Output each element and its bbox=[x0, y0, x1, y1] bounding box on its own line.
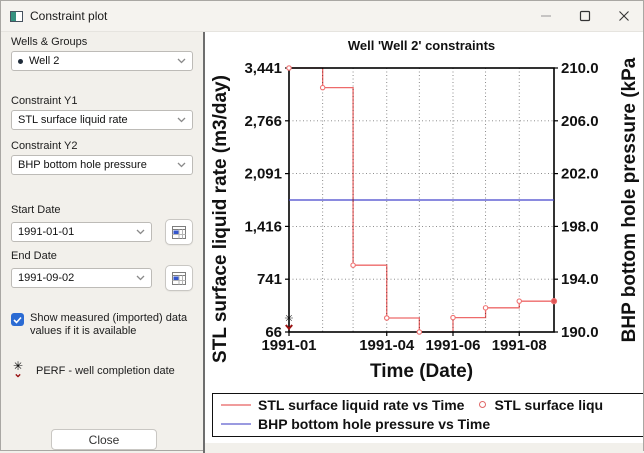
legend-circle-marker-icon bbox=[479, 401, 487, 408]
svg-text:STL surface liquid rate (m3/da: STL surface liquid rate (m3/day) bbox=[210, 75, 231, 363]
svg-text:Time (Date): Time (Date) bbox=[370, 361, 473, 382]
calendar-icon bbox=[172, 271, 186, 285]
constraint-plot: 66 741 1,416 2,091 2,766 3,441 190.0 194.0 198.0… bbox=[210, 38, 640, 382]
svg-text:66: 66 bbox=[265, 324, 282, 341]
window-controls bbox=[526, 1, 643, 31]
chart-panel: 66 741 1,416 2,091 2,766 3,441 190.0 194.0 198.0… bbox=[203, 32, 643, 453]
legend-row-bhp: BHP bottom hole pressure vs Time bbox=[221, 414, 643, 433]
legend-line-sample-bhp bbox=[221, 422, 251, 425]
legend-label-bhp-line: BHP bottom hole pressure vs Time bbox=[258, 415, 491, 432]
svg-text:1991-08: 1991-08 bbox=[492, 337, 547, 354]
svg-text:202.0: 202.0 bbox=[561, 166, 599, 183]
svg-text:190.0: 190.0 bbox=[561, 324, 599, 341]
wells-groups-label: Wells & Groups bbox=[11, 36, 88, 48]
legend-label-stl-line: STL surface liquid rate vs Time bbox=[258, 396, 465, 413]
chevron-down-icon bbox=[136, 229, 145, 235]
svg-text:741: 741 bbox=[257, 271, 282, 288]
svg-text:3,441: 3,441 bbox=[244, 60, 282, 77]
legend-line-sample-stl bbox=[221, 403, 251, 406]
chevron-down-icon bbox=[177, 117, 186, 123]
chart-legend: STL surface liquid rate vs Time STL surf… bbox=[212, 393, 643, 437]
svg-text:Well 'Well 2' constraints: Well 'Well 2' constraints bbox=[348, 38, 495, 53]
well-bullet-icon bbox=[18, 58, 23, 64]
controls-sidebar: Wells & Groups Well 2 Constraint Y1 STL … bbox=[1, 32, 203, 453]
end-date-label: End Date bbox=[11, 250, 57, 262]
svg-text:1991-04: 1991-04 bbox=[359, 337, 415, 354]
constraint-y1-label: Constraint Y1 bbox=[11, 95, 78, 107]
constraint-y2-selected-value: BHP bottom hole pressure bbox=[18, 159, 147, 171]
svg-text:206.0: 206.0 bbox=[561, 113, 599, 130]
svg-text:2,091: 2,091 bbox=[244, 166, 282, 183]
start-date-select[interactable]: 1991-01-01 bbox=[11, 222, 152, 242]
start-date-label: Start Date bbox=[11, 204, 61, 216]
chart-canvas: 66 741 1,416 2,091 2,766 3,441 190.0 194.0 198.0… bbox=[205, 32, 643, 443]
minimize-button[interactable] bbox=[526, 1, 565, 31]
constraint-y1-select[interactable]: STL surface liquid rate bbox=[11, 110, 193, 130]
perf-marker-icon: ✳ ⌄ bbox=[11, 359, 25, 381]
window-titlebar: Constraint plot bbox=[1, 1, 643, 32]
show-measured-checkbox[interactable] bbox=[11, 313, 24, 326]
constraint-y2-select[interactable]: BHP bottom hole pressure bbox=[11, 155, 193, 175]
end-date-calendar-button[interactable] bbox=[165, 265, 193, 291]
constraint-y2-label: Constraint Y2 bbox=[11, 140, 78, 152]
start-date-value: 1991-01-01 bbox=[18, 226, 75, 238]
start-date-calendar-button[interactable] bbox=[165, 219, 193, 245]
close-button[interactable]: Close bbox=[51, 429, 157, 450]
wells-groups-select[interactable]: Well 2 bbox=[11, 51, 193, 71]
check-icon bbox=[13, 316, 22, 324]
close-window-button[interactable] bbox=[604, 1, 643, 31]
svg-text:194.0: 194.0 bbox=[561, 271, 599, 288]
window-title: Constraint plot bbox=[30, 9, 108, 23]
maximize-button[interactable] bbox=[565, 1, 604, 31]
svg-text:1991-06: 1991-06 bbox=[425, 337, 480, 354]
calendar-icon bbox=[172, 225, 186, 239]
svg-text:2,766: 2,766 bbox=[244, 113, 282, 130]
perf-asterisk-icon: ✳ bbox=[12, 359, 24, 373]
svg-text:198.0: 198.0 bbox=[561, 218, 599, 235]
constraint-y1-selected-value: STL surface liquid rate bbox=[18, 114, 128, 126]
svg-text:210.0: 210.0 bbox=[561, 60, 599, 77]
svg-text:1,416: 1,416 bbox=[244, 218, 282, 235]
svg-text:✳: ✳ bbox=[284, 312, 293, 325]
app-icon bbox=[10, 10, 23, 23]
perf-chevron-icon: ⌄ bbox=[13, 368, 23, 380]
svg-text:BHP bottom hole pressure (kPa: BHP bottom hole pressure (kPa bbox=[619, 57, 640, 342]
end-date-value: 1991-09-02 bbox=[18, 272, 75, 284]
legend-row-stl: STL surface liquid rate vs Time STL surf… bbox=[221, 395, 643, 414]
chevron-down-icon bbox=[177, 58, 186, 64]
show-measured-checkbox-label[interactable]: Show measured (imported) data values if … bbox=[30, 312, 188, 337]
legend-label-stl-measured: STL surface liqu bbox=[494, 396, 604, 413]
perf-legend-label: PERF - well completion date bbox=[36, 365, 175, 377]
wells-groups-selected-value: Well 2 bbox=[29, 55, 60, 67]
chevron-down-icon bbox=[177, 162, 186, 168]
end-date-select[interactable]: 1991-09-02 bbox=[11, 268, 152, 288]
svg-text:1991-01: 1991-01 bbox=[261, 337, 316, 354]
chevron-down-icon bbox=[136, 275, 145, 281]
